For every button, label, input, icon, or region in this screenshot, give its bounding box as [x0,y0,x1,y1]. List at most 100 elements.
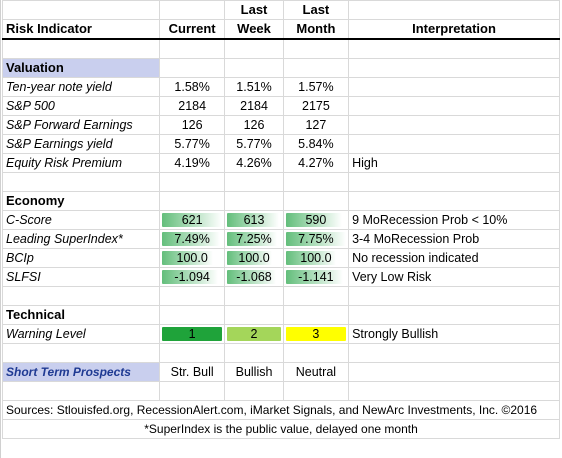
prospects-month: Neutral [282,362,350,382]
header-row: Risk Indicator Current Week Month Interp… [2,19,560,40]
last-week-value: 1.51% [224,77,284,97]
footer-sources: Sources: Stlouisfed.org, RecessionAlert.… [2,400,560,420]
header-current: Current [158,19,226,40]
last-month-value-cell: 100.0 [282,248,350,268]
header-last-week: Week [224,19,284,40]
prospects-label: Short Term Prospects [2,362,160,382]
last-week-value: 2184 [224,96,284,116]
interpretation-value: Very Low Risk [348,267,560,287]
warning-current-value: 1 [188,327,196,341]
header-last-month: Month [282,19,350,40]
economy-row: BCIp 100.0 100.0 100.0 No recession indicate… [2,248,560,268]
prospects-row: Short Term Prospects Str. Bull Bullish N… [2,362,560,382]
data-bar [227,270,277,284]
valuation-row: S&P Earnings yield 5.77% 5.77% 5.84% [2,134,560,154]
row-label: SLFSI [2,267,160,287]
last-week-value: 613 [243,213,265,227]
risk-table: Last Last Risk Indicator Current Week Mo… [2,0,560,439]
last-week-value: -1.068 [236,270,272,284]
warning-week-cell: 2 [224,324,284,344]
warning-month-value: 3 [312,327,320,341]
data-bar [162,251,213,265]
prospects-week: Bullish [224,362,284,382]
data-bar [227,251,273,265]
interpretation-value [348,115,560,135]
warning-interp: Strongly Bullish [348,324,560,344]
current-value: 7.49% [174,232,210,246]
interpretation-value [348,96,560,116]
interpretation-value [348,134,560,154]
warning-current-fill [162,327,223,341]
economy-row: Leading SuperIndex* 7.49% 7.25% 7.75% 3-4 Mo… [2,229,560,249]
row-label: S&P 500 [2,96,160,116]
footer-sources-row: Sources: Stlouisfed.org, RecessionAlert.… [2,400,560,420]
data-bar [285,251,337,265]
data-bar [285,270,344,284]
current-value: 126 [158,115,226,135]
economy-rows: C-Score 621 613 590 9 MoRecession Prob < 10%… [2,210,560,287]
last-month-value: 127 [282,115,350,135]
last-month-value: 1.57% [282,77,350,97]
current-value-cell: 621 [158,210,226,230]
last-month-value: 4.27% [282,153,350,173]
row-label: S&P Earnings yield [2,134,160,154]
data-bar [162,213,223,227]
header-row-top: Last Last [2,0,560,20]
last-week-value-cell: 7.25% [224,229,284,249]
row-label: Equity Risk Premium [2,153,160,173]
last-week-value: 100.0 [238,251,270,265]
footer-note: *SuperIndex is the public value, delayed… [2,419,560,439]
row-label: BCIp [2,248,160,268]
current-value: -1.094 [174,270,210,284]
spacer-row [2,343,560,363]
interpretation-value: 3-4 MoRecession Prob [348,229,560,249]
last-month-value-cell: -1.141 [282,267,350,287]
header-last-month-top: Last [282,0,350,20]
section-valuation: Valuation [2,58,560,78]
current-value-cell: -1.094 [158,267,226,287]
valuation-row: S&P Forward Earnings 126 126 127 [2,115,560,135]
interpretation-value: 9 MoRecession Prob < 10% [348,210,560,230]
header-blank [2,0,160,20]
data-bar [227,213,280,227]
section-title-technical: Technical [2,305,160,325]
last-month-value: 100.0 [300,251,332,265]
row-label: Leading SuperIndex* [2,229,160,249]
last-week-value: 4.26% [224,153,284,173]
header-last-week-top: Last [224,0,284,20]
footer-note-row: *SuperIndex is the public value, delayed… [2,419,560,439]
current-value: 5.77% [158,134,226,154]
warning-month-fill [285,327,347,341]
current-value-cell: 100.0 [158,248,226,268]
header-risk-indicator: Risk Indicator [2,19,160,40]
data-bar [162,232,221,246]
warning-level-row: Warning Level 1 2 3 Strongly Bullish [2,324,560,344]
row-label: Warning Level [2,324,160,344]
interpretation-value [348,77,560,97]
section-economy: Economy [2,191,560,211]
current-value-cell: 7.49% [158,229,226,249]
row-label: C-Score [2,210,160,230]
last-month-value: 2175 [282,96,350,116]
last-week-value-cell: -1.068 [224,267,284,287]
row-label: Ten-year note yield [2,77,160,97]
current-value: 100.0 [176,251,208,265]
data-bar [285,232,347,246]
last-week-value-cell: 613 [224,210,284,230]
current-value: 4.19% [158,153,226,173]
spacer-row [2,286,560,306]
last-month-value-cell: 590 [282,210,350,230]
last-month-value: 5.84% [282,134,350,154]
current-value: 1.58% [158,77,226,97]
last-week-value-cell: 100.0 [224,248,284,268]
data-bar [227,232,277,246]
section-technical: Technical [2,305,560,325]
header-current-top [158,0,226,20]
data-bar [162,270,218,284]
current-value: 621 [181,213,203,227]
last-month-value: 590 [305,213,327,227]
valuation-row: S&P 500 2184 2184 2175 [2,96,560,116]
data-bar [285,213,342,227]
valuation-rows: Ten-year note yield 1.58% 1.51% 1.57% S&P 50… [2,77,560,173]
